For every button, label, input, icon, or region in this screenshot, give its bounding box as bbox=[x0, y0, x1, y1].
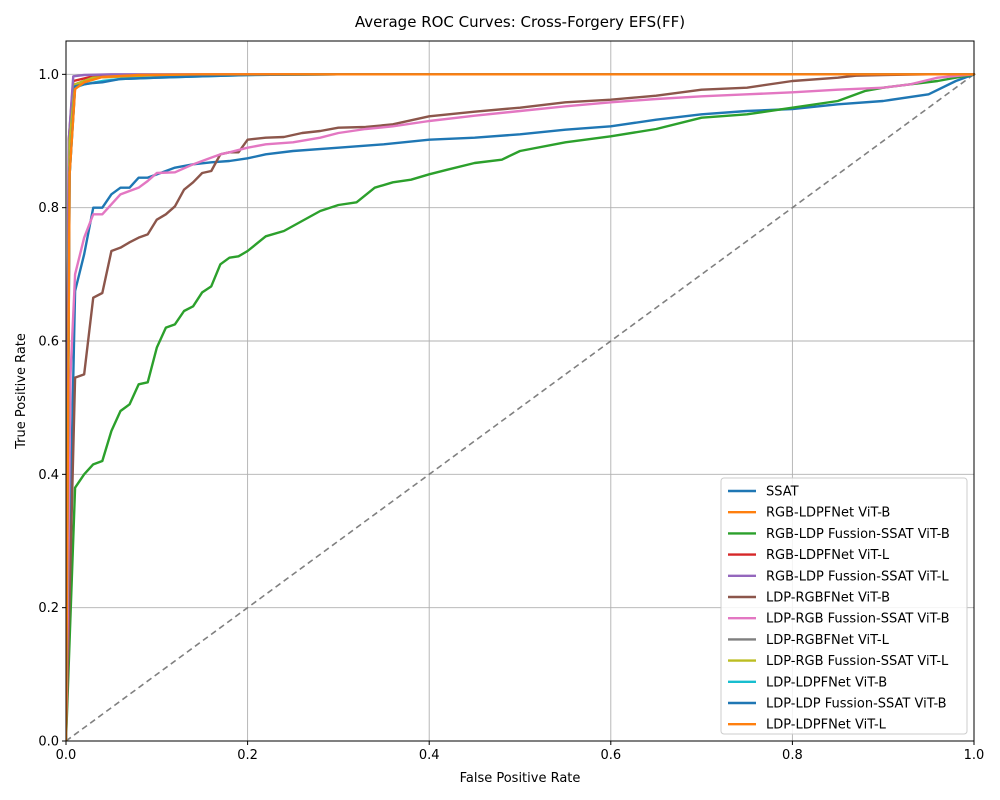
legend-label: LDP-RGB Fussion-SSAT ViT-L bbox=[766, 654, 949, 669]
x-tick-label: 0.8 bbox=[782, 748, 803, 763]
y-tick-label: 0.6 bbox=[38, 335, 59, 350]
series-line-ssat bbox=[66, 73, 976, 741]
random-classifier-diagonal bbox=[66, 73, 975, 741]
x-tick-label: 1.0 bbox=[964, 748, 985, 763]
legend-box bbox=[720, 477, 968, 735]
legend-label: LDP-RGB Fussion-SSAT ViT-B bbox=[766, 612, 950, 627]
legend-label: RGB-LDPFNet ViT-L bbox=[766, 548, 890, 563]
plot-area bbox=[66, 73, 976, 741]
x-tick-label: 0.2 bbox=[237, 748, 258, 763]
x-axis-label: False Positive Rate bbox=[460, 771, 581, 786]
x-tick-label: 0.6 bbox=[600, 748, 621, 763]
series-line-rgb-ldp-fussion-ssat-vit-b bbox=[66, 73, 976, 741]
legend-label: LDP-RGBFNet ViT-B bbox=[766, 591, 890, 606]
x-tick-label: 0.0 bbox=[56, 748, 77, 763]
legend-label: SSAT bbox=[766, 485, 799, 500]
y-tick-label: 0.4 bbox=[38, 468, 59, 483]
grid bbox=[65, 41, 975, 742]
legend-label: LDP-LDPFNet ViT-L bbox=[766, 718, 887, 733]
series-line-ldp-ldpfnet-vit-l bbox=[66, 73, 976, 741]
y-tick-label: 0.0 bbox=[38, 735, 59, 750]
legend-label: RGB-LDP Fussion-SSAT ViT-B bbox=[766, 527, 950, 542]
y-axis-label: True Positive Rate bbox=[14, 333, 29, 450]
y-tick-label: 0.8 bbox=[38, 201, 59, 216]
series-line-ldp-rgb-fussion-ssat-vit-b bbox=[66, 73, 976, 741]
legend-label: LDP-LDP Fussion-SSAT ViT-B bbox=[766, 697, 947, 712]
legend-label: LDP-LDPFNet ViT-B bbox=[766, 675, 887, 690]
legend: SSAT RGB-LDPFNet ViT-B RGB-LDP Fussion-SSA… bbox=[720, 477, 968, 735]
y-tick-label: 0.2 bbox=[38, 601, 59, 616]
plot-frame bbox=[65, 40, 975, 742]
legend-label: RGB-LDP Fussion-SSAT ViT-L bbox=[766, 569, 949, 584]
series-line-ldp-rgbfnet-vit-b bbox=[66, 73, 976, 741]
axis-ticks: 0.0 0.2 0.4 0.6 0.8 1.0 0.0 0.2 0.4 0.6 0.8 1.0 bbox=[38, 68, 984, 763]
y-tick-label: 1.0 bbox=[38, 68, 59, 83]
chart-title: Average ROC Curves: Cross-Forgery EFS(FF… bbox=[355, 13, 685, 31]
legend-label: LDP-RGBFNet ViT-L bbox=[766, 633, 890, 648]
x-tick-label: 0.4 bbox=[419, 748, 440, 763]
legend-label: RGB-LDPFNet ViT-B bbox=[766, 506, 890, 521]
